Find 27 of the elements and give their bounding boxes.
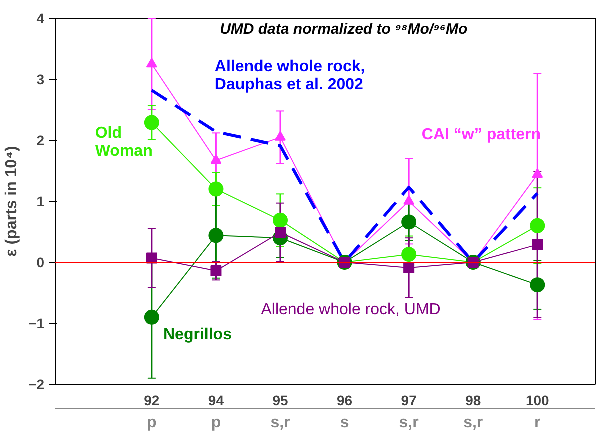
y-tick-label: 4	[36, 10, 45, 26]
text: s	[340, 414, 350, 432]
x-tick-label: 92	[144, 392, 160, 408]
x-tick-label: 100	[526, 392, 550, 408]
y-tick-label: 0	[36, 254, 45, 270]
text: s,r	[464, 414, 484, 432]
x-tick-label: 98	[466, 392, 482, 408]
y-tick-label: 1	[36, 194, 45, 210]
x-tick-label: 94	[208, 392, 224, 408]
y-tick-label: 2	[36, 132, 45, 148]
text: s,r	[270, 414, 290, 432]
series-label: Allende whole rock, Dauphas et al. 2002	[214, 58, 366, 94]
text: p	[211, 414, 222, 432]
y-axis-title: ε (parts in 10⁴)	[4, 146, 21, 257]
x-tick-label: 95	[272, 392, 288, 408]
y-tick-label: −1	[28, 316, 45, 332]
chart-title: UMD data normalized to ⁹⁸Mo/⁹⁶Mo	[220, 21, 468, 38]
x-tick-label: 96	[337, 392, 353, 408]
text: r	[534, 414, 541, 432]
y-tick-label: 3	[36, 72, 45, 88]
series-label: Negrillos	[164, 326, 232, 344]
text: s,r	[399, 414, 419, 432]
text: Allende whole rock, UMD	[261, 302, 441, 319]
y-tick-label: −2	[28, 376, 45, 392]
x-tick-label: 97	[401, 392, 418, 408]
series-label: Old Woman	[95, 125, 153, 160]
text: p	[147, 414, 158, 432]
